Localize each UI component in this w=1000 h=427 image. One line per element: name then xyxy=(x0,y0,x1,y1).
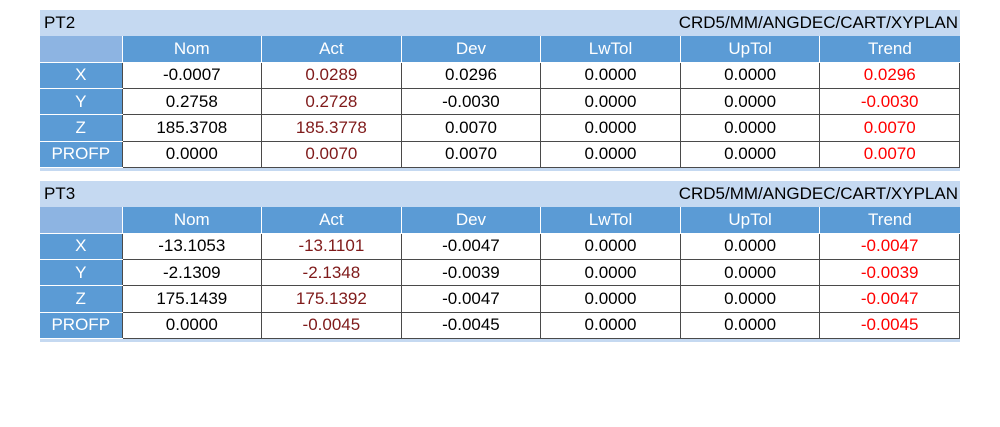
coordinate-system-label: CRD5/MM/ANGDEC/CART/XYPLAN xyxy=(678,183,958,203)
row-label: PROFP xyxy=(40,312,122,339)
table-row-y: Y 0.2758 0.2728 -0.0030 0.0000 0.0000 -0… xyxy=(40,88,960,116)
feature-section-pt2: PT2 CRD5/MM/ANGDEC/CART/XYPLAN Nom Act D… xyxy=(40,10,960,171)
row-label: PROFP xyxy=(40,141,122,168)
row-label: X xyxy=(40,62,122,90)
cell-nom: 0.2758 xyxy=(121,88,262,116)
cell-trend: 0.0296 xyxy=(819,61,960,90)
cell-act: -13.1101 xyxy=(261,232,402,261)
cell-nom: -2.1309 xyxy=(121,259,262,287)
cell-lwtol: 0.0000 xyxy=(540,285,681,313)
column-header-trend: Trend xyxy=(819,206,960,234)
column-header-dev: Dev xyxy=(400,36,541,63)
measurement-table: Nom Act Dev LwTol UpTol Trend X -0.0007 … xyxy=(40,36,960,168)
table-row-x: X -13.1053 -13.1101 -0.0047 0.0000 0.000… xyxy=(40,232,960,261)
cell-nom: 0.0000 xyxy=(121,141,262,168)
cell-act: -2.1348 xyxy=(261,259,402,287)
column-header-act: Act xyxy=(261,206,402,234)
cell-trend: -0.0039 xyxy=(819,259,960,287)
measurement-table: Nom Act Dev LwTol UpTol Trend X -13.1053… xyxy=(40,206,960,339)
cell-act: 0.0289 xyxy=(261,61,402,90)
cell-lwtol: 0.0000 xyxy=(540,141,681,168)
cell-nom: 0.0000 xyxy=(121,312,262,339)
inspection-report: PT2 CRD5/MM/ANGDEC/CART/XYPLAN Nom Act D… xyxy=(40,10,960,342)
cell-act: 175.1392 xyxy=(261,285,402,313)
cell-trend: 0.0070 xyxy=(819,114,960,142)
header-corner xyxy=(40,36,122,63)
column-header-lwtol: LwTol xyxy=(540,206,681,234)
table-row-z: Z 185.3708 185.3778 0.0070 0.0000 0.0000… xyxy=(40,114,960,142)
table-row-z: Z 175.1439 175.1392 -0.0047 0.0000 0.000… xyxy=(40,285,960,313)
column-header-uptol: UpTol xyxy=(679,206,820,234)
column-header-row: Nom Act Dev LwTol UpTol Trend xyxy=(40,206,960,234)
column-header-nom: Nom xyxy=(121,206,262,234)
cell-lwtol: 0.0000 xyxy=(540,312,681,339)
column-header-act: Act xyxy=(261,36,402,63)
cell-nom: 185.3708 xyxy=(121,114,262,142)
cell-dev: -0.0039 xyxy=(400,259,541,287)
cell-act: 0.0070 xyxy=(261,141,402,168)
cell-uptol: 0.0000 xyxy=(679,114,820,142)
row-label: Z xyxy=(40,114,122,142)
cell-lwtol: 0.0000 xyxy=(540,259,681,287)
cell-trend: -0.0047 xyxy=(819,232,960,261)
cell-dev: -0.0047 xyxy=(400,285,541,313)
feature-name: PT3 xyxy=(44,183,76,203)
cell-act: -0.0045 xyxy=(261,312,402,339)
cell-dev: -0.0030 xyxy=(400,88,541,116)
cell-dev: 0.0070 xyxy=(400,114,541,142)
row-label: Y xyxy=(40,88,122,116)
cell-nom: -13.1053 xyxy=(121,232,262,261)
cell-uptol: 0.0000 xyxy=(679,88,820,116)
cell-act: 185.3778 xyxy=(261,114,402,142)
header-corner xyxy=(40,206,122,234)
column-header-nom: Nom xyxy=(121,36,262,63)
table-row-x: X -0.0007 0.0289 0.0296 0.0000 0.0000 0.… xyxy=(40,61,960,90)
column-header-uptol: UpTol xyxy=(679,36,820,63)
cell-trend: 0.0070 xyxy=(819,141,960,168)
cell-uptol: 0.0000 xyxy=(679,61,820,90)
cell-trend: -0.0030 xyxy=(819,88,960,116)
column-header-row: Nom Act Dev LwTol UpTol Trend xyxy=(40,36,960,63)
table-row-profp: PROFP 0.0000 -0.0045 -0.0045 0.0000 0.00… xyxy=(40,312,960,339)
section-header: PT3 CRD5/MM/ANGDEC/CART/XYPLAN xyxy=(40,181,960,207)
cell-lwtol: 0.0000 xyxy=(540,232,681,261)
table-row-profp: PROFP 0.0000 0.0070 0.0070 0.0000 0.0000… xyxy=(40,141,960,168)
cell-uptol: 0.0000 xyxy=(679,259,820,287)
cell-dev: 0.0070 xyxy=(400,141,541,168)
row-label: Z xyxy=(40,285,122,313)
cell-lwtol: 0.0000 xyxy=(540,61,681,90)
cell-uptol: 0.0000 xyxy=(679,232,820,261)
section-header: PT2 CRD5/MM/ANGDEC/CART/XYPLAN xyxy=(40,10,960,36)
row-label: X xyxy=(40,233,122,261)
cell-uptol: 0.0000 xyxy=(679,285,820,313)
coordinate-system-label: CRD5/MM/ANGDEC/CART/XYPLAN xyxy=(678,13,958,32)
cell-nom: 175.1439 xyxy=(121,285,262,313)
cell-nom: -0.0007 xyxy=(121,61,262,90)
cell-trend: -0.0047 xyxy=(819,285,960,313)
cell-act: 0.2728 xyxy=(261,88,402,116)
column-header-trend: Trend xyxy=(819,36,960,63)
cell-dev: -0.0045 xyxy=(400,312,541,339)
cell-dev: 0.0296 xyxy=(400,61,541,90)
cell-lwtol: 0.0000 xyxy=(540,88,681,116)
cell-uptol: 0.0000 xyxy=(679,312,820,339)
column-header-lwtol: LwTol xyxy=(540,36,681,63)
row-label: Y xyxy=(40,259,122,287)
column-header-dev: Dev xyxy=(400,206,541,234)
cell-lwtol: 0.0000 xyxy=(540,114,681,142)
feature-name: PT2 xyxy=(44,13,76,32)
cell-dev: -0.0047 xyxy=(400,232,541,261)
cell-uptol: 0.0000 xyxy=(679,141,820,168)
cell-trend: -0.0045 xyxy=(819,312,960,339)
table-row-y: Y -2.1309 -2.1348 -0.0039 0.0000 0.0000 … xyxy=(40,259,960,287)
feature-section-pt3: PT3 CRD5/MM/ANGDEC/CART/XYPLAN Nom Act D… xyxy=(40,180,960,342)
